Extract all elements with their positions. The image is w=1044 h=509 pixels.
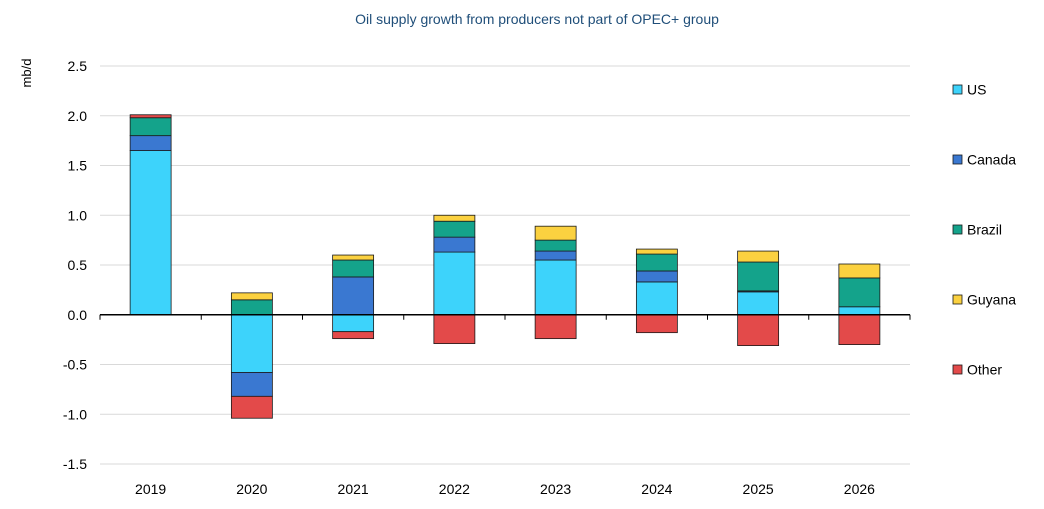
legend-label: Canada [967,152,1016,168]
bar-segment-canada-2024 [635,270,678,283]
bar-segment-us-2019 [129,150,172,316]
legend-label: US [967,82,986,98]
legend-swatch [952,154,963,165]
legend-item-canada: Canada [952,152,1016,168]
bar-segment-guyana-2023 [534,225,577,241]
bar-segment-brazil-2021 [332,259,375,278]
bar-segment-guyana-2026 [838,263,881,279]
bar-segment-guyana-2022 [433,214,476,222]
bar-segment-canada-2023 [534,250,577,261]
legend-swatch [952,364,963,375]
y-tick-label: 0.0 [68,307,88,323]
bar-segment-us-2025 [737,291,780,316]
y-tick-label: -1.0 [63,406,87,422]
y-tick-label: 2.0 [68,108,88,124]
zero-axis [99,314,911,320]
bar-segment-other-2024 [635,314,678,334]
bar-segment-guyana-2025 [737,250,780,263]
x-tick-label: 2023 [540,481,571,497]
bar-segment-us-2020 [230,314,273,373]
bar-segment-other-2026 [838,314,881,346]
legend-item-guyana: Guyana [952,292,1016,308]
bar-segment-us-2021 [332,314,375,333]
bars [129,114,881,419]
bar-segment-canada-2022 [433,236,476,253]
bar-segment-other-2025 [737,314,780,346]
legend-label: Guyana [967,292,1016,308]
bar-segment-us-2022 [433,251,476,316]
legend: US Canada Brazil Guyana Other [952,82,1016,378]
bar-segment-other-2019 [129,114,172,119]
bar-segment-brazil-2020 [230,299,273,316]
bar-segment-other-2021 [332,331,375,340]
y-tick-label: 1.5 [68,158,88,174]
bar-segment-other-2020 [230,395,273,419]
bar-segment-canada-2019 [129,135,172,151]
x-tick-label: 2024 [641,481,672,497]
legend-label: Brazil [967,222,1002,238]
bar-segment-other-2023 [534,314,577,340]
bar-segment-brazil-2026 [838,277,881,308]
y-axis-label: mb/d [19,59,34,88]
bar-segment-brazil-2022 [433,220,476,238]
x-tick-label: 2021 [338,481,369,497]
legend-item-other: Other [952,362,1002,378]
legend-item-us: US [952,82,986,98]
x-tick-label: 2019 [135,481,166,497]
x-tick-labels: 2019 2020 2021 2022 2023 2024 2025 2026 [135,481,875,497]
x-tick-label: 2022 [439,481,470,497]
y-tick-label: 2.5 [68,58,88,74]
bar-segment-guyana-2024 [635,248,678,255]
bar-segment-brazil-2019 [129,117,172,137]
x-tick-label: 2025 [743,481,774,497]
bar-segment-other-2022 [433,314,476,345]
bar-segment-brazil-2023 [534,239,577,252]
y-tick-label: -1.5 [63,456,87,472]
bar-segment-canada-2020 [230,372,273,397]
chart-title: Oil supply growth from producers not par… [355,11,719,27]
bar-segment-guyana-2021 [332,254,375,261]
bar-segment-us-2026 [838,306,881,316]
y-tick-labels: 2.5 2.0 1.5 1.0 0.5 0.0 -0.5 -1.0 -1.5 [63,58,87,472]
bar-segment-brazil-2025 [737,261,780,292]
bar-segment-canada-2021 [332,276,375,316]
gridlines [100,65,910,465]
x-tick-label: 2020 [236,481,267,497]
legend-swatch [952,294,963,305]
y-tick-label: -0.5 [63,357,87,373]
y-tick-label: 0.5 [68,257,88,273]
bar-segment-guyana-2020 [230,292,273,301]
y-tick-label: 1.0 [68,207,88,223]
bar-segment-us-2024 [635,281,678,316]
legend-label: Other [967,362,1002,378]
bar-segment-brazil-2024 [635,253,678,272]
x-tick-label: 2026 [844,481,875,497]
bar-segment-us-2023 [534,259,577,316]
legend-swatch [952,84,963,95]
legend-swatch [952,224,963,235]
legend-item-brazil: Brazil [952,222,1002,238]
